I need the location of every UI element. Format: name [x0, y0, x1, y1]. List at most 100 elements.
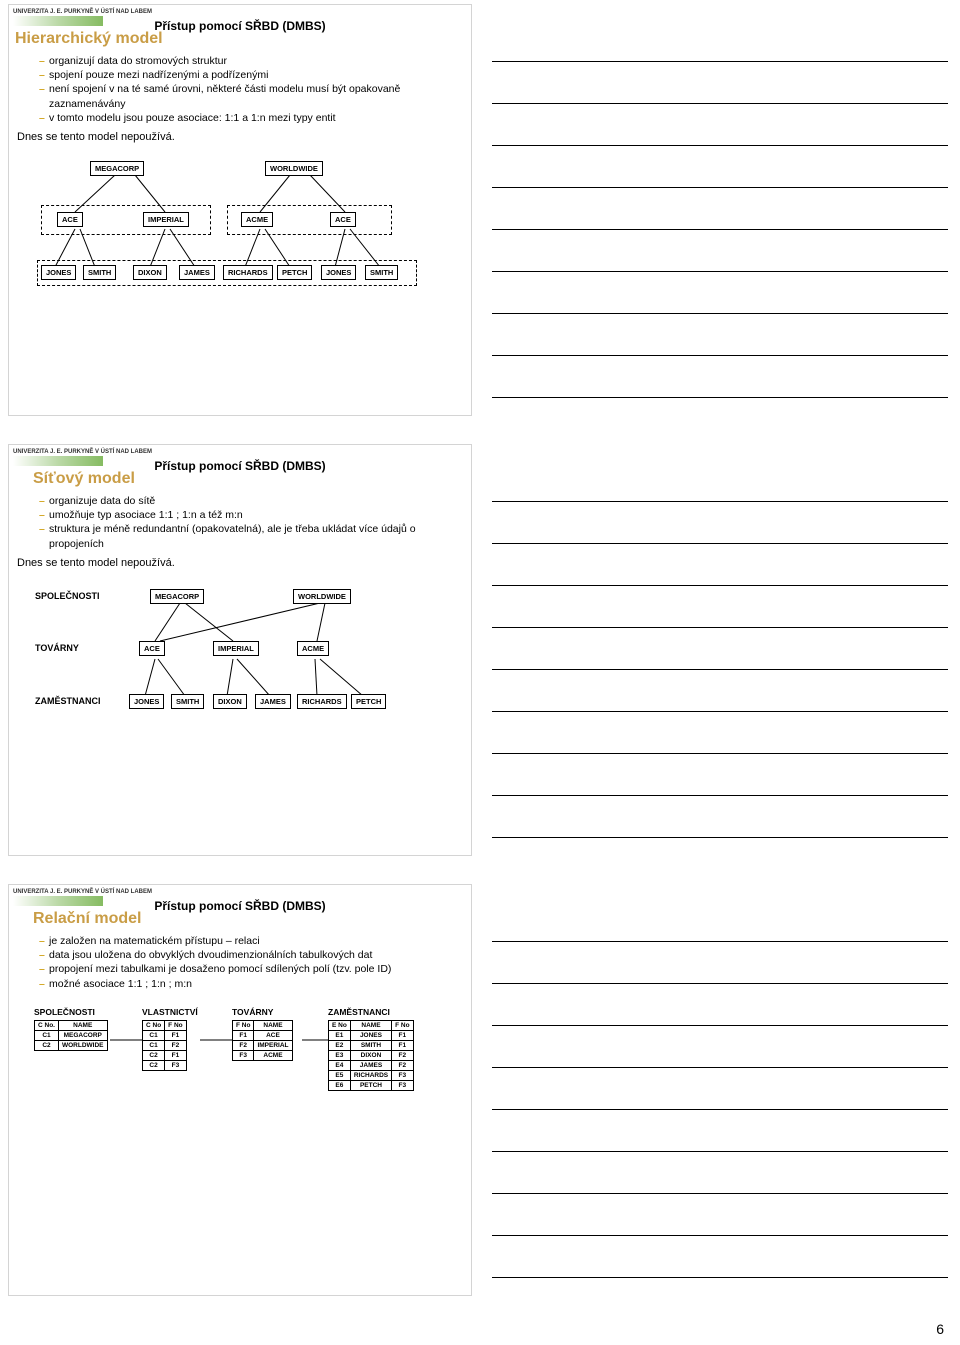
bullet-list-2: organizuje data do sítě umožňuje typ aso…	[39, 494, 467, 551]
node: DIXON	[133, 265, 167, 280]
bullet: v tomto modelu jsou pouze asociace: 1:1 …	[39, 111, 467, 125]
th: NAME	[350, 1020, 391, 1030]
td: E4	[329, 1060, 351, 1070]
node: JAMES	[179, 265, 215, 280]
faculty-stripe	[13, 456, 103, 466]
td: F3	[392, 1070, 413, 1080]
table-spolecnosti: SPOLEČNOSTI C No.NAME C1MEGACORP C2WORLD…	[34, 1007, 108, 1051]
td: F2	[165, 1040, 186, 1050]
bullet-list-1: organizují data do stromových struktur s…	[39, 54, 467, 125]
status-2: Dnes se tento model nepoužívá.	[17, 557, 467, 569]
table-tovarny: TOVÁRNY F NoNAME F1ACE F2IMPERIAL F3ACME	[232, 1007, 293, 1061]
node: JONES	[129, 694, 164, 709]
node: ACE	[57, 212, 83, 227]
td: C1	[143, 1030, 165, 1040]
td: E6	[329, 1080, 351, 1090]
notes-line	[492, 1194, 948, 1236]
network-diagram: SPOLEČNOSTI TOVÁRNY ZAMĚSTNANCI MEGACORP…	[35, 581, 445, 741]
notes-line	[492, 670, 948, 712]
slide-frame-1: UNIVERZITA J. E. PURKYNĚ V ÚSTÍ NAD LABE…	[8, 4, 472, 416]
td: F1	[392, 1030, 413, 1040]
slide-subtitle: Přístup pomocí SŘBD (DMBS)	[154, 19, 325, 33]
slide-subtitle: Přístup pomocí SŘBD (DMBS)	[154, 459, 325, 473]
td: E5	[329, 1070, 351, 1080]
bullet: data jsou uložena do obvyklých dvoudimen…	[39, 948, 467, 962]
notes-line	[492, 900, 948, 942]
notes-line	[492, 586, 948, 628]
bullet-list-3: je založen na matematickém přístupu – re…	[39, 934, 467, 991]
bullet: není spojení v na té samé úrovni, někter…	[39, 82, 467, 110]
notes-line	[492, 984, 948, 1026]
bullet: organizují data do stromových struktur	[39, 54, 467, 68]
bullet: umožňuje typ asociace 1:1 ; 1:n a též m:…	[39, 508, 467, 522]
node: DIXON	[213, 694, 247, 709]
node: IMPERIAL	[213, 641, 259, 656]
th: F No	[233, 1020, 254, 1030]
th: F No	[165, 1020, 186, 1030]
td: WORLDWIDE	[58, 1040, 107, 1050]
node: MEGACORP	[90, 161, 144, 176]
table-label: ZAMĚSTNANCI	[328, 1007, 414, 1017]
relational-diagram: SPOLEČNOSTI C No.NAME C1MEGACORP C2WORLD…	[30, 1007, 450, 1147]
status-1: Dnes se tento model nepoužívá.	[17, 131, 467, 143]
node: ACE	[139, 641, 165, 656]
td: F1	[165, 1050, 186, 1060]
slide-1: UNIVERZITA J. E. PURKYNĚ V ÚSTÍ NAD LABE…	[0, 0, 480, 420]
faculty-stripe	[13, 896, 103, 906]
row-label: SPOLEČNOSTI	[35, 591, 100, 601]
td: C2	[143, 1050, 165, 1060]
row-label: ZAMĚSTNANCI	[35, 696, 101, 706]
notes-line	[492, 628, 948, 670]
notes-3	[480, 880, 960, 1300]
slide-subtitle: Přístup pomocí SŘBD (DMBS)	[154, 899, 325, 913]
university-header: UNIVERZITA J. E. PURKYNĚ V ÚSTÍ NAD LABE…	[13, 449, 467, 455]
td: C2	[35, 1040, 59, 1050]
slide-row-1: UNIVERZITA J. E. PURKYNĚ V ÚSTÍ NAD LABE…	[0, 0, 960, 420]
node: ACE	[330, 212, 356, 227]
td: F3	[165, 1060, 186, 1070]
td: JONES	[350, 1030, 391, 1040]
notes-line	[492, 1152, 948, 1194]
node: PETCH	[351, 694, 386, 709]
td: JAMES	[350, 1060, 391, 1070]
td: F1	[392, 1040, 413, 1050]
th: NAME	[58, 1020, 107, 1030]
td: MEGACORP	[58, 1030, 107, 1040]
notes-line	[492, 356, 948, 398]
notes-line	[492, 712, 948, 754]
notes-line	[492, 272, 948, 314]
page-container: UNIVERZITA J. E. PURKYNĚ V ÚSTÍ NAD LABE…	[0, 0, 960, 1320]
td: F1	[165, 1030, 186, 1040]
td: IMPERIAL	[254, 1040, 292, 1050]
td: F2	[233, 1040, 254, 1050]
table-label: VLASTNICTVÍ	[142, 1007, 198, 1017]
node: SMITH	[83, 265, 116, 280]
notes-line	[492, 230, 948, 272]
slide-2: UNIVERZITA J. E. PURKYNĚ V ÚSTÍ NAD LABE…	[0, 440, 480, 860]
th: C No.	[35, 1020, 59, 1030]
node: WORLDWIDE	[265, 161, 323, 176]
table-label: TOVÁRNY	[232, 1007, 293, 1017]
bullet: propojení mezi tabulkami je dosaženo pom…	[39, 962, 467, 976]
notes-line	[492, 460, 948, 502]
td: ACME	[254, 1050, 292, 1060]
notes-line	[492, 1068, 948, 1110]
node: ACME	[297, 641, 329, 656]
university-header: UNIVERZITA J. E. PURKYNĚ V ÚSTÍ NAD LABE…	[13, 889, 467, 895]
td: E3	[329, 1050, 351, 1060]
row-label: TOVÁRNY	[35, 643, 79, 653]
td: RICHARDS	[350, 1070, 391, 1080]
td: C2	[143, 1060, 165, 1070]
th: C No	[143, 1020, 165, 1030]
node: ACME	[241, 212, 273, 227]
td: E2	[329, 1040, 351, 1050]
table-vlastnictvi: VLASTNICTVÍ C NoF No C1F1 C1F2 C2F1 C2F3	[142, 1007, 198, 1071]
notes-line	[492, 754, 948, 796]
university-header: UNIVERZITA J. E. PURKYNĚ V ÚSTÍ NAD LABE…	[13, 9, 467, 15]
notes-line	[492, 314, 948, 356]
node: JONES	[41, 265, 76, 280]
node: IMPERIAL	[143, 212, 189, 227]
node: SMITH	[365, 265, 398, 280]
node: SMITH	[171, 694, 204, 709]
td: F3	[392, 1080, 413, 1090]
